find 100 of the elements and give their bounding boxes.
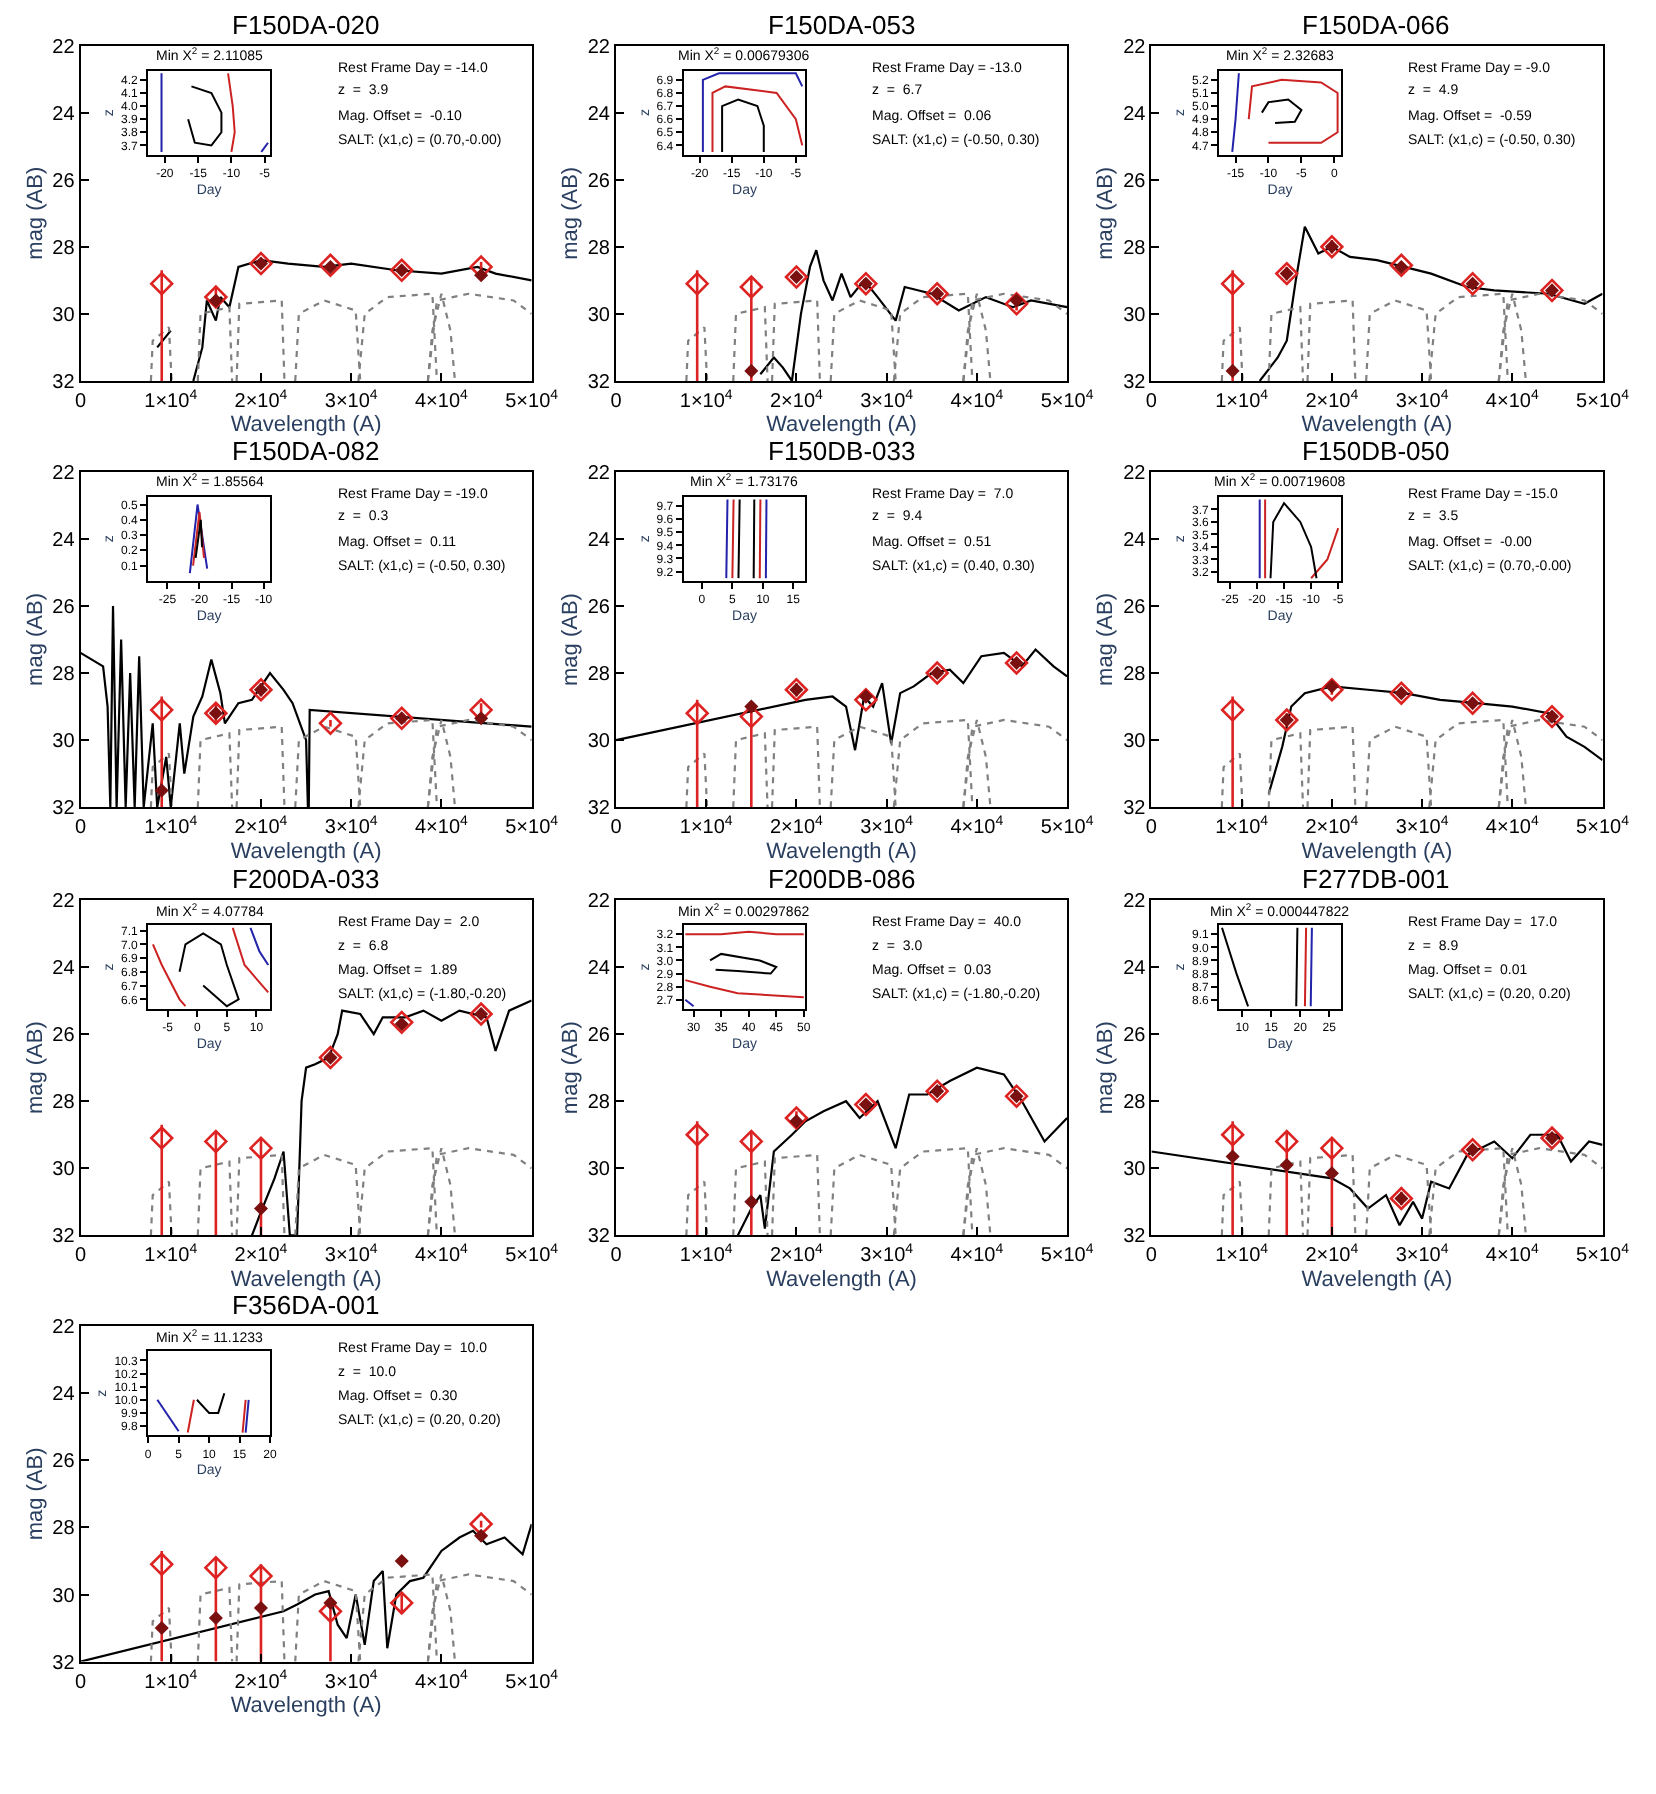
point	[318, 1045, 343, 1070]
chart-title: F150DB-033	[768, 436, 916, 466]
x-tick-label: 3×10$^{4}$	[1395, 388, 1449, 413]
x-tick-label: 1×10$^{4}$	[1215, 1242, 1269, 1268]
point	[1320, 678, 1344, 702]
x-tick-label: 1×10$^{4}$	[144, 814, 198, 840]
x-tick-label: 5×10$^{4}$	[505, 1242, 559, 1268]
x-tick-label: 4×10$^{4}$	[1485, 388, 1539, 413]
x-tick-label: 5×10$^{4}$	[1576, 388, 1630, 413]
point	[744, 364, 758, 378]
line-series	[709, 952, 778, 975]
x-tick-label: 1×10$^{4}$	[144, 1242, 198, 1268]
point	[685, 701, 709, 725]
x-tick-label: 0	[74, 390, 87, 413]
y-tick-label: 32	[1123, 371, 1147, 394]
y-axis-title: mag (AB)	[1094, 1021, 1119, 1115]
x-tick-label: 1×10$^{4}$	[679, 814, 733, 840]
y-tick-label: 26	[1123, 1025, 1147, 1048]
point	[1389, 681, 1414, 705]
x-tick-label: 0	[74, 1245, 87, 1268]
point	[1226, 1150, 1240, 1164]
x-tick-label: 4×10$^{4}$	[414, 1669, 469, 1694]
point	[685, 272, 709, 296]
point	[1460, 272, 1485, 296]
y-tick-label: 30	[52, 304, 76, 327]
y-tick-label: 22	[52, 36, 76, 59]
point	[249, 1136, 273, 1160]
point	[784, 265, 809, 289]
point	[1226, 364, 1240, 378]
y-tick-label: 26	[587, 1025, 611, 1048]
x-tick-label: 1×10$^{4}$	[144, 388, 198, 413]
y-tick-label: 30	[52, 1585, 76, 1608]
x-axis-title: Wavelength (A)	[1301, 839, 1453, 864]
point	[254, 1202, 268, 1216]
x-axis-title: Wavelength (A)	[1301, 413, 1453, 438]
x-axis-title: Wavelength (A)	[766, 839, 917, 864]
y-tick-label: 30	[1123, 304, 1147, 327]
y-tick-label: 24	[52, 1384, 76, 1407]
point	[739, 1129, 764, 1154]
chart-title: F200DA-033	[232, 864, 380, 894]
point	[209, 1611, 223, 1625]
y-tick-label: 28	[1123, 237, 1147, 260]
point	[150, 698, 174, 722]
chart-title: F150DA-066	[1302, 10, 1450, 40]
y-axis-title: mag (AB)	[1094, 166, 1119, 260]
x-tick-label: 2×10$^{4}$	[1305, 1242, 1359, 1268]
x-tick-label: 2×10$^{4}$	[769, 814, 824, 840]
x-tick-label: 2×10$^{4}$	[234, 388, 288, 413]
x-tick-label: 5×10$^{4}$	[1576, 1242, 1630, 1268]
x-tick-label: 2×10$^{4}$	[1305, 814, 1359, 840]
x-axis-title: Wavelength (A)	[1301, 1267, 1453, 1292]
y-tick-label: 30	[52, 731, 76, 754]
y-tick-label: 26	[587, 170, 611, 193]
x-tick-label: 0	[74, 817, 87, 840]
y-axis-title: mag (AB)	[559, 1021, 584, 1115]
point	[390, 258, 414, 282]
y-tick-label: 24	[52, 529, 76, 552]
y-tick-label: 22	[1123, 890, 1147, 913]
x-axis-title: Wavelength (A)	[230, 839, 382, 864]
point	[249, 251, 273, 276]
y-tick-label: 32	[52, 798, 76, 821]
point	[1460, 1138, 1485, 1162]
point	[155, 783, 169, 797]
point	[925, 282, 949, 306]
x-axis-title: Wavelength (A)	[766, 413, 917, 438]
x-tick-label: 2×10$^{4}$	[234, 1669, 288, 1694]
y-tick-label: 28	[52, 1092, 76, 1115]
x-tick-label: 0	[610, 390, 623, 413]
y-tick-label: 26	[52, 1451, 76, 1474]
y-axis-title: mag (AB)	[23, 1447, 48, 1541]
x-tick-label: 4×10$^{4}$	[1485, 1242, 1539, 1268]
y-tick-label: 26	[52, 1025, 76, 1048]
x-tick-label: 1×10$^{4}$	[1215, 388, 1269, 413]
point	[1004, 1084, 1029, 1108]
x-tick-label: 2×10$^{4}$	[234, 814, 288, 840]
point	[1275, 261, 1299, 286]
y-tick-label: 22	[52, 462, 76, 485]
y-axis-title: mag (AB)	[559, 593, 584, 686]
x-tick-label: 3×10$^{4}$	[860, 1242, 914, 1268]
point	[1540, 704, 1564, 729]
y-tick-label: 30	[587, 731, 611, 754]
y-tick-label: 32	[52, 371, 76, 394]
x-tick-label: 3×10$^{4}$	[324, 814, 378, 840]
y-tick-label: 22	[1123, 36, 1147, 59]
x-tick-label: 4×10$^{4}$	[414, 814, 469, 840]
x-tick-label: 3×10$^{4}$	[324, 388, 378, 413]
y-tick-label: 32	[587, 1226, 611, 1249]
x-tick-label: 3×10$^{4}$	[1395, 1242, 1449, 1268]
x-tick-label: 5×10$^{4}$	[505, 388, 559, 413]
point	[150, 272, 174, 296]
y-tick-label: 30	[587, 1159, 611, 1182]
chart-title: F150DA-082	[232, 436, 380, 466]
x-tick-label: 2×10$^{4}$	[769, 388, 824, 413]
x-tick-label: 5×10$^{4}$	[1040, 814, 1094, 840]
y-tick-label: 28	[52, 1518, 76, 1541]
point	[1004, 651, 1029, 675]
x-tick-label: 5×10$^{4}$	[505, 814, 559, 840]
chart-title: F150DA-053	[768, 10, 916, 40]
point	[1540, 278, 1564, 303]
y-tick-label: 26	[52, 170, 76, 193]
